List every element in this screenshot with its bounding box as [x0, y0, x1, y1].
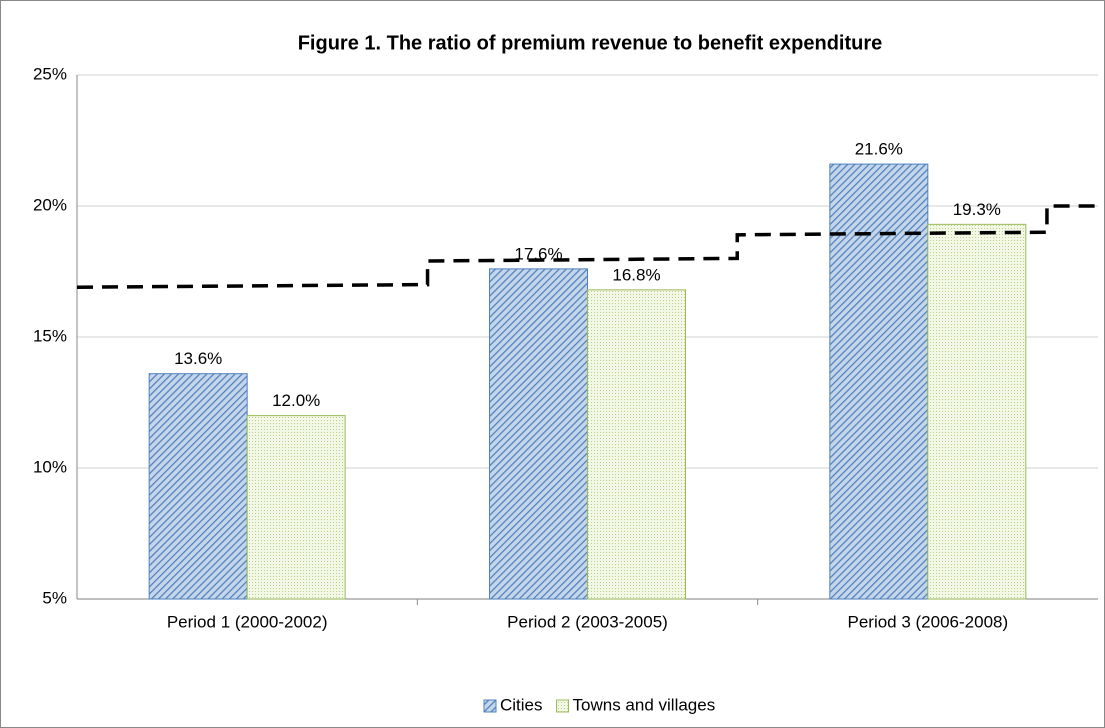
y-tick-label: 25% — [33, 64, 67, 83]
x-tick-label: Period 2 (2003-2005) — [507, 612, 668, 631]
bar — [148, 373, 248, 600]
value-label: 21.6% — [855, 140, 903, 159]
step-line — [76, 204, 1098, 289]
y-tick-label: 20% — [33, 195, 67, 214]
y-tick-label: 10% — [33, 457, 67, 476]
x-tick-label: Period 1 (2000-2002) — [167, 612, 328, 631]
value-label: 16.8% — [612, 265, 660, 284]
bar — [927, 223, 1027, 600]
legend-label: Cities — [500, 695, 543, 714]
x-tick-label: Period 3 (2006-2008) — [847, 612, 1008, 631]
value-label: 19.3% — [953, 200, 1001, 219]
bar — [829, 163, 929, 600]
legend-label: Towns and villages — [573, 695, 716, 714]
value-label: 17.6% — [514, 244, 562, 263]
legend-swatch — [483, 699, 497, 713]
chart-title: Figure 1. The ratio of premium revenue t… — [298, 32, 883, 54]
y-tick-label: 15% — [33, 326, 67, 345]
bar — [246, 415, 346, 600]
value-label: 13.6% — [174, 349, 222, 368]
value-label: 12.0% — [272, 391, 320, 410]
bar — [489, 268, 588, 600]
y-tick-label: 5% — [42, 588, 67, 607]
legend-swatch — [556, 699, 570, 713]
bar — [587, 289, 686, 600]
